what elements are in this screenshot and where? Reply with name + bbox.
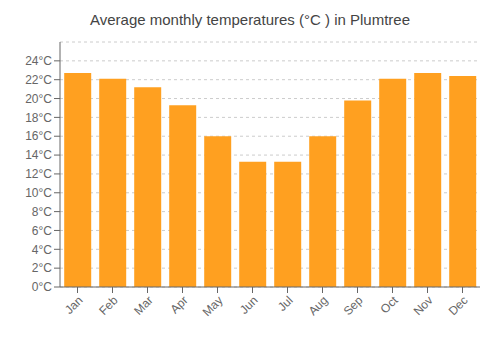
svg-text:22°C: 22°C — [25, 73, 52, 87]
svg-text:Apr: Apr — [168, 293, 191, 316]
svg-text:20°C: 20°C — [25, 92, 52, 106]
svg-text:14°C: 14°C — [25, 148, 52, 162]
svg-text:Aug: Aug — [306, 293, 331, 318]
svg-text:12°C: 12°C — [25, 167, 52, 181]
svg-text:0°C: 0°C — [32, 280, 52, 294]
svg-text:18°C: 18°C — [25, 111, 52, 125]
svg-text:Jan: Jan — [62, 293, 86, 317]
svg-text:Jul: Jul — [275, 293, 296, 314]
svg-text:2°C: 2°C — [32, 261, 52, 275]
svg-text:Oct: Oct — [378, 293, 402, 317]
html-text:Average monthly temperatures (: Average monthly temperatures (°C ) in Pl… — [90, 11, 410, 28]
svg-text:Sep: Sep — [341, 293, 366, 318]
svg-text:Feb: Feb — [96, 293, 121, 318]
svg-text:8°C: 8°C — [32, 205, 52, 219]
svg-text:24°C: 24°C — [25, 54, 52, 68]
svg-text:Mar: Mar — [131, 293, 156, 318]
svg-text:Dec: Dec — [446, 293, 471, 318]
svg-text:Jun: Jun — [237, 293, 261, 317]
svg-text:10°C: 10°C — [25, 186, 52, 200]
svg-text:Nov: Nov — [411, 293, 436, 318]
svg-text:6°C: 6°C — [32, 224, 52, 238]
svg-text:4°C: 4°C — [32, 243, 52, 257]
svg-text:May: May — [200, 293, 226, 319]
svg-text:16°C: 16°C — [25, 129, 52, 143]
